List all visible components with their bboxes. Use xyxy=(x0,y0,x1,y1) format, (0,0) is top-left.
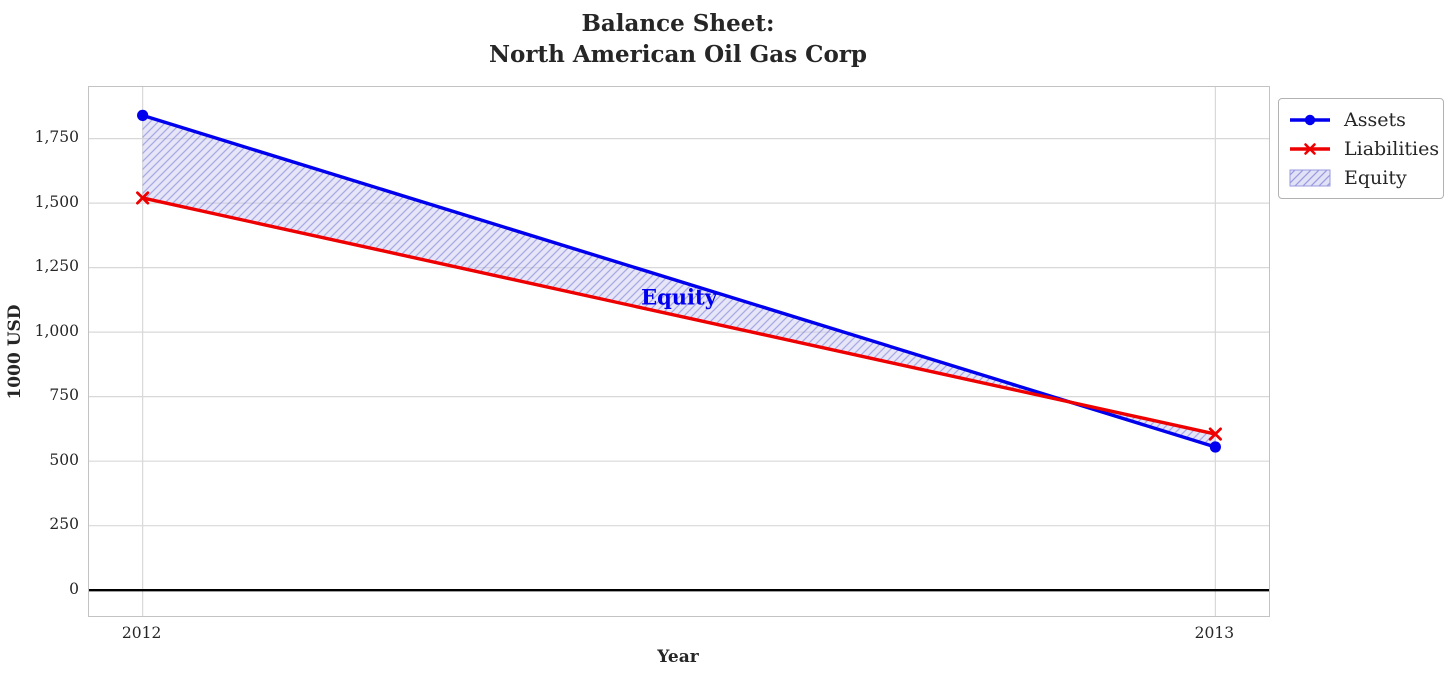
assets-line-swatch-icon xyxy=(1289,110,1331,130)
legend-label-liabilities: Liabilities xyxy=(1344,137,1440,160)
equity-area-annotation: Equity xyxy=(641,284,717,310)
legend-item-equity: Equity xyxy=(1289,163,1433,192)
chart-title-line2: North American Oil Gas Corp xyxy=(488,41,867,68)
legend-item-assets: Assets xyxy=(1289,105,1433,134)
plot-area: Equity xyxy=(88,86,1270,617)
legend: Assets Liabilities Equity xyxy=(1278,98,1444,199)
x-tick-label: 2012 xyxy=(121,624,162,642)
y-tick-label: 250 xyxy=(49,515,79,534)
x-axis-label: Year xyxy=(657,647,699,667)
y-tick-label: 1,500 xyxy=(34,192,79,211)
y-tick-label: 1,000 xyxy=(34,321,79,340)
legend-item-liabilities: Liabilities xyxy=(1289,134,1439,163)
legend-label-assets: Assets xyxy=(1344,108,1406,131)
x-tick-label: 2013 xyxy=(1194,624,1235,642)
y-tick-label: 1,750 xyxy=(34,128,79,147)
y-tick-label: 500 xyxy=(49,450,79,469)
y-tick-label: 0 xyxy=(69,579,79,598)
chart-title: Balance Sheet: North American Oil Gas Co… xyxy=(88,8,1268,70)
y-tick-label: 1,250 xyxy=(34,257,79,276)
chart-title-line1: Balance Sheet: xyxy=(581,10,775,37)
legend-label-equity: Equity xyxy=(1344,166,1407,189)
y-tick-label: 750 xyxy=(49,386,79,405)
chart-canvas xyxy=(89,87,1269,616)
liabilities-line-swatch-icon xyxy=(1289,139,1331,159)
equity-hatch-swatch-icon xyxy=(1289,168,1331,188)
